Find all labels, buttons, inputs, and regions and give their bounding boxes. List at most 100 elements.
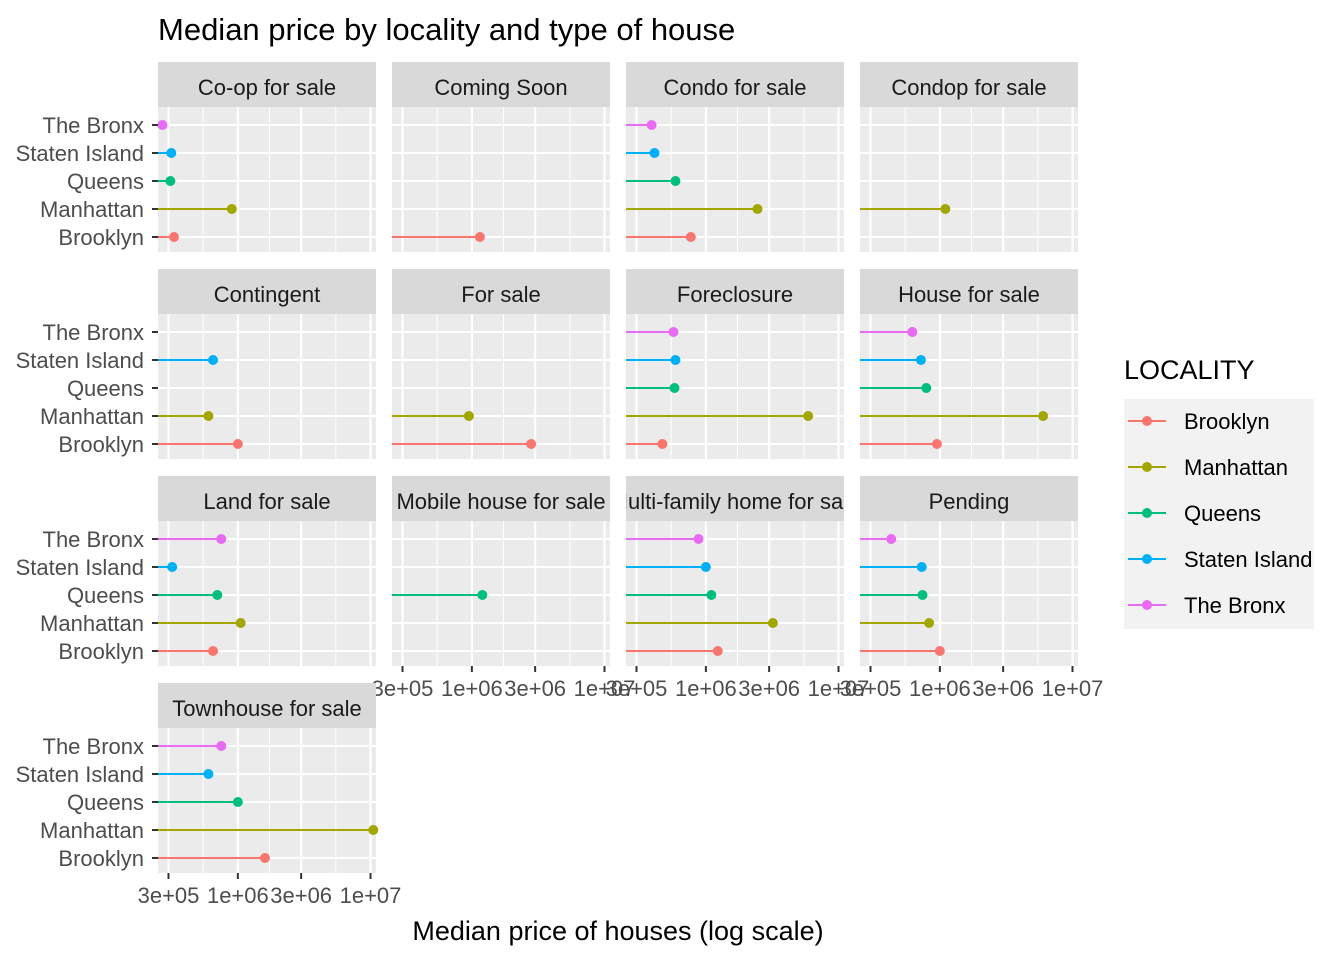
point-multi-family-home-for-sale-staten-island	[700, 562, 711, 572]
panel-co-op-for-sale: Co-op for sale Brooklyn Manhattan Queens Sta…	[16, 62, 376, 252]
x-tick-label: 3e+05	[138, 883, 200, 908]
point-co-op-for-sale-brooklyn	[168, 232, 179, 242]
y-tick-label-manhattan: Manhattan	[40, 197, 144, 222]
point-pending-manhattan	[924, 618, 935, 628]
point-land-for-sale-staten-island	[167, 562, 178, 572]
x-tick-label: 1e+07	[574, 676, 636, 701]
strip-label-coming-soon: Coming Soon	[434, 75, 567, 100]
legend: LOCALITY Brooklyn Manhattan Queens Staten I…	[1124, 355, 1314, 629]
strip-coming-soon	[392, 62, 610, 107]
point-multi-family-home-for-sale-brooklyn	[712, 646, 723, 656]
y-tick-label-brooklyn: Brooklyn	[58, 432, 144, 457]
strip-label-multi-family-home-for-sale: Multi-family home for sale	[610, 489, 861, 514]
point-condo-for-sale-manhattan	[752, 204, 763, 214]
y-tick-label-manhattan: Manhattan	[40, 611, 144, 636]
point-pending-queens	[917, 590, 928, 600]
panel-house-for-sale: House for sale	[860, 269, 1078, 459]
strip-label-co-op-for-sale: Co-op for sale	[198, 75, 336, 100]
panel-land-for-sale: Land for sale Brooklyn Manhattan Queens Stat…	[16, 476, 376, 666]
x-tick-label: 1e+07	[808, 676, 870, 701]
legend-item-manhattan: Manhattan	[1128, 455, 1288, 480]
panel-background-land-for-sale	[158, 521, 376, 666]
legend-title: LOCALITY	[1124, 355, 1255, 385]
point-foreclosure-manhattan	[803, 411, 814, 421]
x-axis-label: Median price of houses (log scale)	[412, 916, 823, 946]
point-coming-soon-brooklyn	[474, 232, 485, 242]
y-tick-label-the-bronx: The Bronx	[43, 320, 145, 345]
strip-multi-family-home-for-sale	[626, 476, 844, 521]
y-tick-label-brooklyn: Brooklyn	[58, 225, 144, 250]
x-tick-label: 3e+05	[606, 676, 668, 701]
y-tick-label-queens: Queens	[67, 583, 144, 608]
strip-house-for-sale	[860, 269, 1078, 314]
y-tick-label-queens: Queens	[67, 376, 144, 401]
point-townhouse-for-sale-the-bronx	[216, 741, 227, 751]
point-co-op-for-sale-queens	[165, 176, 176, 186]
point-pending-brooklyn	[934, 646, 945, 656]
strip-label-townhouse-for-sale: Townhouse for sale	[172, 696, 362, 721]
point-multi-family-home-for-sale-the-bronx	[693, 534, 704, 544]
panel-coming-soon: Coming Soon	[392, 62, 610, 252]
point-condo-for-sale-staten-island	[649, 148, 660, 158]
point-townhouse-for-sale-manhattan	[368, 825, 379, 835]
panel-background-coming-soon	[392, 107, 610, 252]
legend-key-point	[1142, 554, 1152, 564]
point-townhouse-for-sale-brooklyn	[259, 853, 270, 863]
y-tick-label-staten-island: Staten Island	[16, 348, 144, 373]
legend-label-the-bronx: The Bronx	[1184, 593, 1286, 618]
strip-label-contingent: Contingent	[214, 282, 320, 307]
strip-foreclosure	[626, 269, 844, 314]
panel-contingent: Contingent Brooklyn Manhattan Queens Staten …	[16, 269, 376, 459]
legend-item-queens: Queens	[1128, 501, 1261, 526]
panel-pending: Pending 3e+05 1e+06 3e+06 1e+07	[840, 476, 1104, 701]
x-tick-label: 1e+06	[207, 883, 269, 908]
facet-panels: Co-op for sale Brooklyn Manhattan Queens Sta…	[16, 62, 1104, 908]
x-tick-label: 1e+06	[675, 676, 737, 701]
legend-item-staten-island: Staten Island	[1128, 547, 1312, 572]
chart-title: Median price by locality and type of hou…	[158, 12, 735, 47]
point-condo-for-sale-the-bronx	[646, 120, 657, 130]
x-tick-label: 1e+06	[909, 676, 971, 701]
point-condo-for-sale-queens	[670, 176, 681, 186]
point-house-for-sale-queens	[921, 383, 932, 393]
panel-background-for-sale	[392, 314, 610, 459]
x-tick-label: 3e+05	[840, 676, 902, 701]
point-house-for-sale-brooklyn	[931, 439, 942, 449]
panel-townhouse-for-sale: Townhouse for sale Brooklyn Manhattan Queen…	[16, 683, 401, 908]
point-pending-the-bronx	[886, 534, 897, 544]
point-for-sale-manhattan	[463, 411, 474, 421]
strip-label-for-sale: For sale	[461, 282, 540, 307]
strip-condop-for-sale	[860, 62, 1078, 107]
y-tick-label-the-bronx: The Bronx	[43, 113, 145, 138]
point-townhouse-for-sale-staten-island	[203, 769, 214, 779]
point-co-op-for-sale-manhattan	[226, 204, 237, 214]
panel-multi-family-home-for-sale: Multi-family home for sale 3e+05 1e+06 3e+0…	[606, 476, 870, 701]
legend-label-manhattan: Manhattan	[1184, 455, 1288, 480]
y-tick-label-staten-island: Staten Island	[16, 141, 144, 166]
x-tick-label: 3e+06	[504, 676, 566, 701]
point-condo-for-sale-brooklyn	[685, 232, 696, 242]
point-house-for-sale-manhattan	[1038, 411, 1049, 421]
x-tick-label: 1e+07	[1042, 676, 1104, 701]
point-house-for-sale-staten-island	[915, 355, 926, 365]
strip-pending	[860, 476, 1078, 521]
strip-label-pending: Pending	[929, 489, 1010, 514]
strip-townhouse-for-sale	[158, 683, 376, 728]
point-land-for-sale-queens	[212, 590, 223, 600]
x-tick-label: 3e+06	[738, 676, 800, 701]
y-tick-label-staten-island: Staten Island	[16, 555, 144, 580]
strip-condo-for-sale	[626, 62, 844, 107]
strip-for-sale	[392, 269, 610, 314]
legend-key-point	[1142, 462, 1152, 472]
legend-key-point	[1142, 508, 1152, 518]
panel-mobile-house-for-sale: Mobile house for sale 3e+05 1e+06 3e+06 1e+0…	[372, 476, 636, 701]
legend-key-point	[1142, 600, 1152, 610]
panel-background-condo-for-sale	[626, 107, 844, 252]
panel-background-mobile-house-for-sale	[392, 521, 610, 666]
point-co-op-for-sale-the-bronx	[157, 120, 168, 130]
point-foreclosure-staten-island	[670, 355, 681, 365]
legend-items: Brooklyn Manhattan Queens Staten Island The …	[1124, 399, 1314, 629]
point-contingent-brooklyn	[232, 439, 243, 449]
x-tick-label: 3e+06	[972, 676, 1034, 701]
point-multi-family-home-for-sale-manhattan	[767, 618, 778, 628]
